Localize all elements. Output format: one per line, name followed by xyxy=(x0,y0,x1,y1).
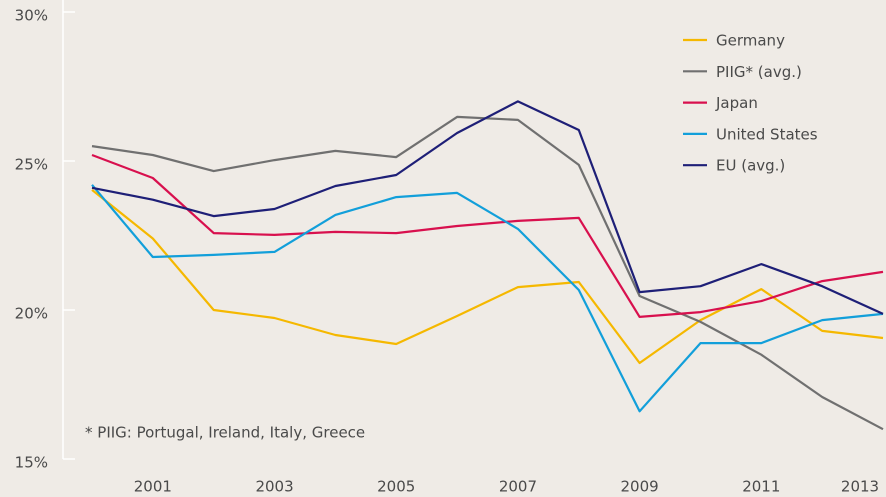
x-tick-label: 2007 xyxy=(499,478,537,496)
x-tick-label: 2011 xyxy=(742,478,780,496)
y-tick-label: 25% xyxy=(15,156,48,174)
series-line xyxy=(91,100,884,315)
x-tick-label: 2009 xyxy=(621,478,659,496)
y-tick-label: 30% xyxy=(15,7,48,25)
y-tick-label: 15% xyxy=(15,454,48,472)
legend-label: EU (avg.) xyxy=(716,157,785,175)
legend-label: PIIG* (avg.) xyxy=(716,63,802,81)
legend-label: Germany xyxy=(716,32,785,50)
y-tick-label: 20% xyxy=(15,305,48,323)
legend-label: Japan xyxy=(715,94,758,112)
x-tick-label: 2013 xyxy=(841,478,879,496)
legend-label: United States xyxy=(716,125,818,143)
series-line xyxy=(91,189,884,365)
x-tick-label: 2005 xyxy=(377,478,415,496)
x-tick-label: 2001 xyxy=(134,478,172,496)
annotation: * PIIG: Portugal, Ireland, Italy, Greece xyxy=(85,424,365,442)
series-line xyxy=(91,184,884,413)
series-line xyxy=(91,153,884,318)
x-tick-label: 2003 xyxy=(255,478,293,496)
